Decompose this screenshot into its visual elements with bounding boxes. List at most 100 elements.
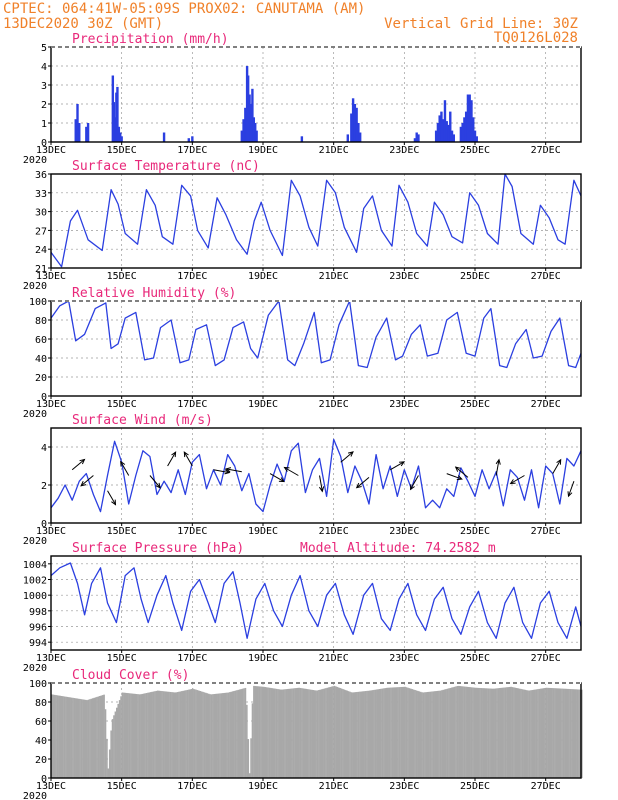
wind-arrow: [80, 475, 94, 487]
cloud-bar: [141, 693, 144, 778]
cloud-bar: [565, 688, 568, 778]
precip-bar: [116, 86, 119, 142]
cloud-bar: [179, 691, 182, 778]
cloud-bar: [116, 707, 118, 778]
cloud-bar: [322, 688, 324, 778]
cloud-bar: [292, 688, 295, 778]
cloud-bar: [561, 688, 563, 778]
precip-bar: [191, 136, 194, 142]
cloud-bar: [564, 688, 566, 778]
cloud-bar: [530, 690, 532, 778]
cloud-bar: [313, 690, 316, 778]
precip-bar: [436, 123, 440, 142]
wind-arrow-head: [224, 467, 232, 473]
y-tick-label: 36: [35, 170, 47, 181]
cloud-bar: [60, 695, 63, 778]
cloud-bar: [303, 688, 306, 778]
cloud-bar: [520, 688, 522, 778]
cloud-bar: [476, 687, 479, 778]
x-tick-label: 25DEC: [460, 271, 490, 282]
year-label: 2020: [23, 409, 47, 420]
series-line: [50, 300, 582, 369]
x-tick-label: 13DEC: [36, 653, 66, 664]
wind-arrow-head: [567, 491, 573, 498]
cloud-bar: [547, 687, 549, 778]
cloud-bar: [173, 692, 176, 778]
cloud-bar: [326, 687, 329, 778]
cloud-bar: [302, 688, 305, 778]
cloud-bar: [412, 689, 415, 778]
precip-bar: [112, 102, 116, 142]
wind-arrow: [552, 459, 562, 474]
cloud-bar: [486, 688, 488, 778]
cloud-bar: [479, 687, 481, 778]
precip-bar: [459, 126, 463, 142]
cloud-bar: [483, 688, 486, 778]
cloud-bar: [484, 688, 487, 778]
cloud-bar: [274, 688, 276, 778]
cloud-bar: [149, 692, 152, 778]
cloud-bar: [494, 688, 497, 778]
wind-arrow-head: [355, 482, 362, 489]
cloud-bar: [548, 687, 551, 778]
precip-bar: [415, 132, 418, 142]
x-tick-label: 23DEC: [389, 781, 419, 792]
cloud-bar: [186, 689, 189, 778]
cloud-bar: [76, 698, 79, 778]
cloud-bar: [207, 693, 210, 778]
cloud-bar: [240, 689, 242, 778]
cloud-bar: [383, 688, 385, 778]
cloud-bar: [415, 690, 418, 778]
precip-bar: [346, 134, 349, 142]
cloud-bar: [155, 690, 158, 778]
cloud-bar: [312, 690, 315, 778]
wind-arrow-head: [224, 469, 231, 475]
cloud-bar: [480, 688, 483, 778]
cloud-bar: [248, 773, 251, 778]
cloud-bar: [278, 689, 281, 778]
cloud-bar: [229, 692, 231, 778]
wind-arrow-head: [399, 461, 406, 467]
cloud-bar: [189, 689, 192, 778]
x-tick-label: 21DEC: [319, 526, 349, 537]
precip-bar: [248, 94, 251, 142]
precip-bar: [251, 88, 254, 142]
cloud-bar: [393, 687, 395, 778]
cloud-bar: [97, 696, 100, 778]
cloud-bar: [571, 689, 573, 778]
cloud-bar: [212, 694, 214, 778]
x-tick-label: 19DEC: [248, 526, 278, 537]
cloud-bar: [467, 686, 470, 778]
cloud-bar: [562, 688, 565, 778]
precip-bar: [442, 119, 445, 142]
cloud-bar: [521, 689, 524, 778]
cloud-bar: [66, 696, 69, 778]
wind-arrow: [167, 451, 177, 467]
cloud-bar: [425, 692, 428, 778]
x-tick-label: 27DEC: [531, 145, 561, 156]
cloud-bar: [395, 687, 398, 778]
cloud-bar: [330, 686, 333, 778]
cloud-bar: [275, 688, 278, 778]
cloud-bar: [308, 689, 310, 778]
header-grid-note: Vertical Grid Line: 30Z: [384, 16, 578, 32]
cloud-bar: [241, 688, 244, 778]
cloud-bar: [209, 694, 211, 778]
wind-arrow: [340, 451, 354, 463]
cloud-bar: [515, 688, 518, 778]
wind-arrow: [269, 473, 285, 483]
cloud-bar: [513, 687, 515, 778]
cloud-bar: [287, 688, 289, 778]
cloud-bar: [192, 688, 194, 778]
cloud-bar: [267, 687, 269, 778]
precip-bar: [351, 98, 355, 142]
cloud-bar: [414, 689, 416, 778]
cloud-bar: [537, 689, 539, 778]
wind-arrow: [455, 466, 469, 478]
cloud-bar: [332, 686, 334, 778]
cloud-bar: [342, 689, 344, 778]
precip-bar: [464, 111, 468, 142]
cloud-bar: [294, 688, 296, 778]
cloud-bar: [390, 687, 392, 778]
cloud-bar: [301, 688, 303, 778]
